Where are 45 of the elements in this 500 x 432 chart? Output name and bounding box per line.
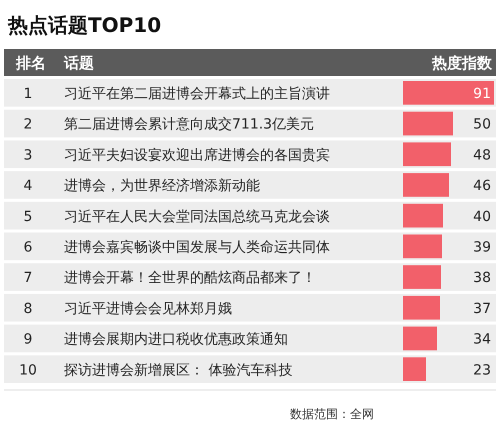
data-label: 34	[473, 332, 492, 348]
y-tick-label: 探访进博会新增展区： 体验汽车科技	[64, 362, 292, 378]
y-tick-label: 习近平进博会会见林郑月娥	[64, 300, 232, 317]
y-tick-label: 进博会嘉宾畅谈中国发展与人类命运共同体	[64, 240, 330, 256]
bar	[403, 173, 449, 197]
bar	[403, 326, 437, 350]
bar	[403, 234, 442, 258]
data-label: 23	[473, 362, 491, 378]
text: 5	[24, 208, 32, 225]
text: 7	[24, 270, 32, 286]
text: 6	[24, 240, 33, 256]
y-tick-label: 进博会开幕！全世界的酷炫商品都来了！	[64, 270, 316, 286]
data-label: 48	[473, 147, 491, 164]
text: 8	[24, 300, 32, 317]
y-tick-label: 习近平在第二届进博会开幕式上的主旨演讲	[64, 86, 330, 102]
y-tick-label: 习近平在人民大会堂同法国总统马克龙会谈	[64, 208, 330, 225]
data-label: 38	[473, 270, 491, 286]
text: 热点话题TOP10	[7, 13, 162, 37]
bar	[403, 296, 440, 320]
bar	[403, 204, 443, 228]
data-label: 50	[473, 116, 491, 133]
text: 排名	[15, 54, 46, 72]
data-label: 40	[473, 208, 491, 225]
data-label: 37	[473, 300, 491, 317]
bar	[403, 112, 453, 136]
y-axis-title: 话题	[63, 54, 94, 72]
bar	[403, 81, 494, 105]
bar	[403, 142, 451, 166]
text: 1	[24, 86, 32, 102]
data-label: 91	[473, 86, 491, 102]
text: 10	[19, 362, 37, 378]
text: 4	[24, 178, 33, 194]
y-tick-label: 进博会，为世界经济增添新动能	[64, 178, 260, 194]
text: 9	[24, 332, 32, 348]
text: 3	[24, 147, 32, 164]
bar	[403, 265, 441, 289]
y-tick-label: 习近平夫妇设宴欢迎出席进博会的各国贵宾	[64, 147, 330, 164]
y-tick-label: 进博会展期内进口税收优惠政策通知	[64, 332, 288, 348]
text: 2	[24, 116, 32, 133]
x-axis-title: 热度指数	[431, 54, 493, 72]
data-label: 46	[473, 178, 492, 194]
bar	[403, 357, 426, 381]
text: 数据范围：全网	[290, 407, 374, 421]
y-tick-label: 第二届进博会累计意向成交711.3亿美元	[64, 116, 314, 133]
data-label: 39	[473, 240, 491, 256]
